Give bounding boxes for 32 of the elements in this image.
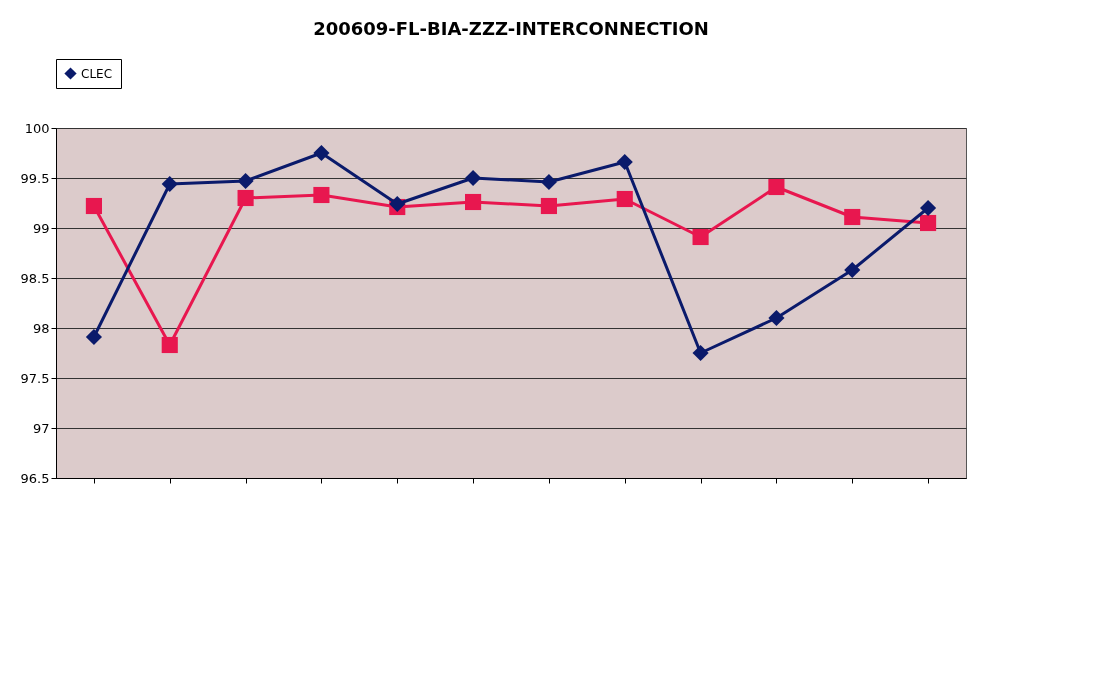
legend-label: CLEC <box>81 66 113 81</box>
y-tick-label: 97.5 <box>20 370 50 386</box>
point <box>161 175 178 193</box>
point <box>313 144 330 162</box>
point <box>920 199 937 217</box>
chart-title: 200609-FL-BIA-ZZZ-INTERCONNECTION <box>313 17 709 39</box>
point <box>616 190 633 208</box>
y-tick-label: 99.5 <box>20 170 50 186</box>
point <box>465 193 482 211</box>
point <box>85 197 102 215</box>
point <box>768 309 785 327</box>
y-tick-label: 100 <box>24 120 50 136</box>
point <box>540 173 557 191</box>
point <box>237 172 254 190</box>
y-tick-label: 96.5 <box>20 470 50 486</box>
point <box>844 208 861 226</box>
point <box>844 261 861 279</box>
y-tick-label: 98.5 <box>20 270 50 286</box>
y-tick-label: 99 <box>32 220 50 236</box>
point <box>616 153 633 171</box>
y-tick-label: 98 <box>32 320 50 336</box>
point <box>161 336 178 354</box>
point <box>920 214 937 232</box>
point <box>313 186 330 204</box>
point <box>692 344 709 362</box>
point <box>768 178 785 196</box>
y-tick-label: 97 <box>32 420 50 436</box>
point <box>237 189 254 207</box>
point <box>85 328 102 346</box>
point <box>465 169 482 187</box>
point <box>540 197 557 215</box>
point <box>692 228 709 246</box>
